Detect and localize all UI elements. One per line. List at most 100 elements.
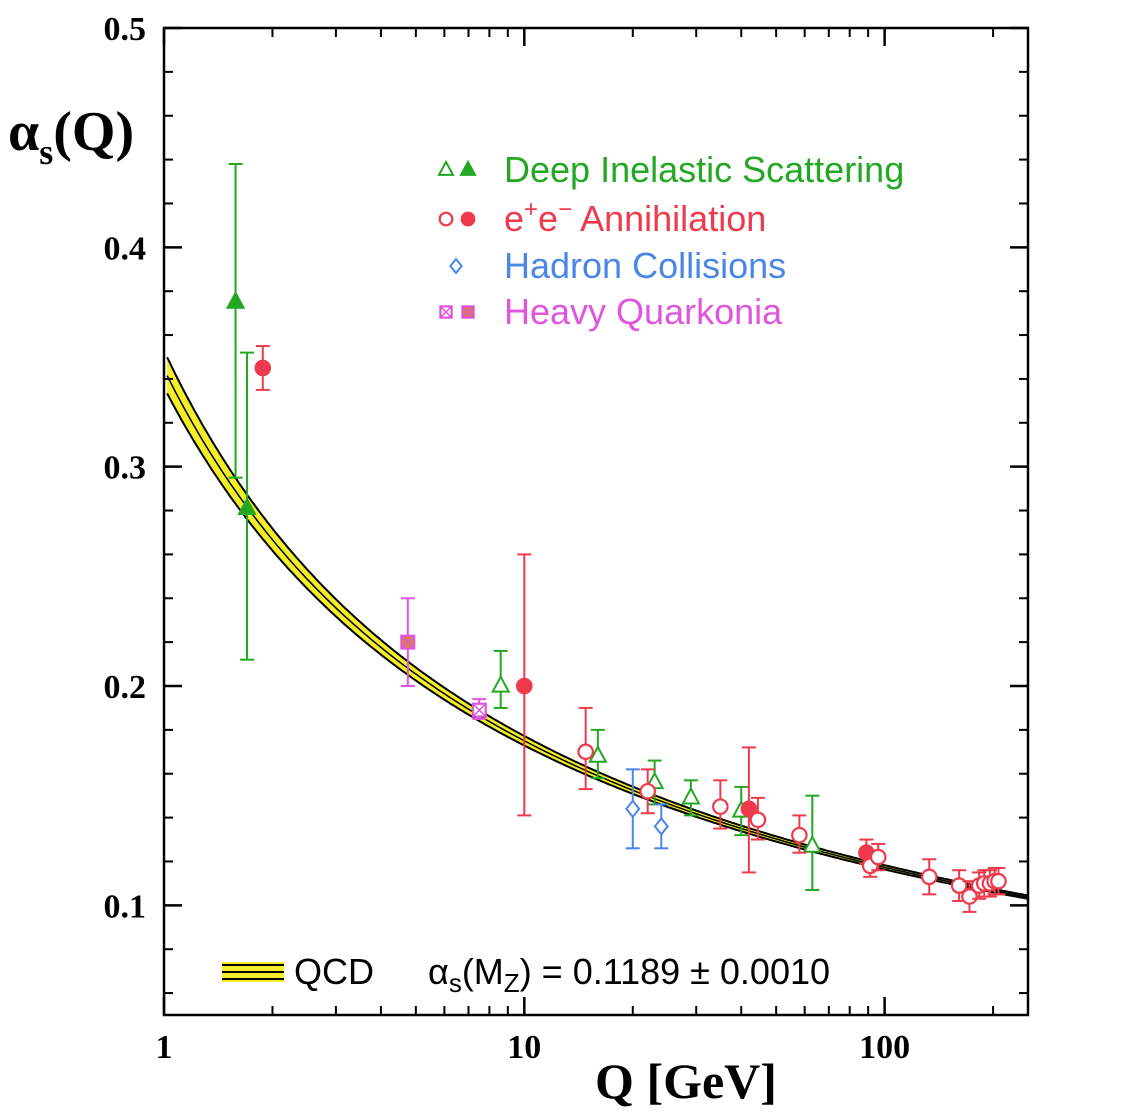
qcd-central-line	[166, 375, 1028, 898]
diamond-open-marker	[653, 816, 669, 836]
qcd-formula-value: ) = 0.1189 ± 0.0010	[520, 951, 830, 992]
y-tick-label: 0.2	[104, 669, 147, 706]
circle-filled-marker	[460, 211, 476, 227]
data-point	[712, 779, 729, 830]
qcd-band-upper-line	[166, 356, 1028, 897]
diamond-open-marker	[625, 799, 641, 819]
qcd-formula-arg: (M	[462, 951, 504, 992]
triangle-filled-marker	[459, 159, 477, 176]
legend-label-part: Annihilation	[572, 198, 766, 239]
qcd-band-lower-line	[166, 392, 1028, 900]
data-point	[471, 698, 487, 720]
data-point	[516, 553, 533, 817]
x-tick-label: 100	[859, 1029, 910, 1066]
data-point	[225, 162, 246, 479]
legend-label: Deep Inelastic Scattering	[504, 149, 904, 190]
data-point	[653, 803, 669, 850]
qcd-legend: QCD αs(MZ) = 0.1189 ± 0.0010	[222, 951, 830, 998]
data-point	[254, 345, 272, 391]
legend-item-quarkonia: Heavy Quarkonia	[439, 291, 783, 332]
data-point	[400, 597, 416, 687]
qcd-band	[166, 356, 1028, 900]
circle-open-marker	[961, 888, 978, 905]
qcd-formula-sub: s	[449, 968, 462, 998]
circle-open-marker	[438, 211, 454, 227]
legend-label: Heavy Quarkonia	[504, 291, 783, 332]
axis-ticks: 0.1 0.2 0.3 0.4 0.5 1 10 100	[104, 11, 1028, 1066]
x-tick-label: 1	[156, 1029, 173, 1066]
square-marker-cross	[461, 305, 475, 319]
legend-label-part: e	[538, 198, 558, 239]
y-tick-label: 0.5	[104, 11, 147, 48]
legend-item-dis: Deep Inelastic Scattering	[437, 149, 904, 190]
x-axis-title: Q [GeV]	[595, 1053, 777, 1109]
data-point	[681, 779, 701, 817]
series-e-e-annihilation	[254, 345, 1007, 913]
data-points	[225, 162, 1007, 913]
qcd-band-fill	[167, 357, 1028, 899]
data-point	[639, 768, 656, 815]
triangle-filled-marker	[225, 290, 246, 309]
y-axis-title-sub: s	[39, 132, 53, 172]
circle-open-marker	[990, 872, 1007, 890]
qcd-formula-alpha: α	[428, 951, 449, 992]
data-point	[625, 768, 641, 850]
legend-label-part: −	[558, 196, 572, 223]
svg-text:αs(Q): αs(Q)	[8, 101, 134, 172]
circle-open-marker	[920, 868, 938, 886]
data-point	[990, 867, 1007, 896]
y-axis-title-alpha: α	[8, 101, 39, 163]
legend-item-ee: e+e− Annihilation	[438, 196, 766, 239]
data-point	[869, 842, 887, 872]
plot-frame	[162, 26, 1030, 1017]
circle-filled-marker	[516, 677, 533, 695]
series-deep-inelastic-scattering	[225, 162, 822, 891]
circle-open-marker	[712, 798, 729, 815]
circle-filled-marker	[254, 359, 272, 377]
qcd-label: QCD	[294, 951, 374, 992]
legend-label-part: e	[504, 198, 524, 239]
circle-open-marker	[791, 826, 808, 844]
legend-label-part: +	[524, 196, 538, 223]
y-axis-title-tail: (Q)	[53, 101, 134, 163]
data-point	[237, 351, 257, 661]
y-tick-label: 0.4	[104, 230, 147, 267]
data-point	[588, 728, 608, 780]
square-marker-cross	[400, 635, 415, 650]
y-axis-title: αs(Q)	[8, 101, 134, 172]
square-marker-cross	[439, 305, 453, 319]
data-point	[791, 814, 808, 854]
legend-item-hadron: Hadron Collisions	[449, 245, 786, 286]
circle-open-marker	[749, 811, 767, 829]
triangle-open-marker	[802, 834, 822, 853]
triangle-open-marker	[681, 786, 701, 805]
diamond-open-marker	[449, 257, 463, 275]
data-point	[749, 796, 767, 841]
series-hadron-collisions	[625, 768, 669, 850]
triangle-open-marker	[491, 674, 511, 693]
qcd-formula: αs(MZ) = 0.1189 ± 0.0010	[428, 951, 830, 998]
data-point	[961, 880, 978, 913]
data-point	[491, 649, 511, 709]
circle-open-marker	[577, 743, 594, 761]
legend-label: Hadron Collisions	[504, 245, 786, 286]
data-point	[920, 858, 938, 896]
circle-open-marker	[869, 848, 887, 866]
triangle-filled-marker	[237, 497, 257, 515]
triangle-open-marker	[437, 159, 455, 176]
circle-filled-marker	[740, 800, 758, 818]
y-tick-label: 0.1	[104, 888, 147, 925]
qcd-formula-arg-sub: Z	[504, 968, 520, 998]
data-point	[802, 794, 822, 891]
x-tick-label: 10	[507, 1029, 541, 1066]
triangle-open-marker	[588, 744, 608, 763]
series-heavy-quarkonia	[400, 597, 487, 720]
square-marker-cross	[472, 703, 487, 718]
data-point	[740, 746, 758, 874]
circle-open-marker	[639, 782, 656, 800]
data-point	[577, 706, 594, 791]
legend-label: e+e− Annihilation	[504, 196, 766, 239]
y-tick-label: 0.3	[104, 450, 147, 487]
